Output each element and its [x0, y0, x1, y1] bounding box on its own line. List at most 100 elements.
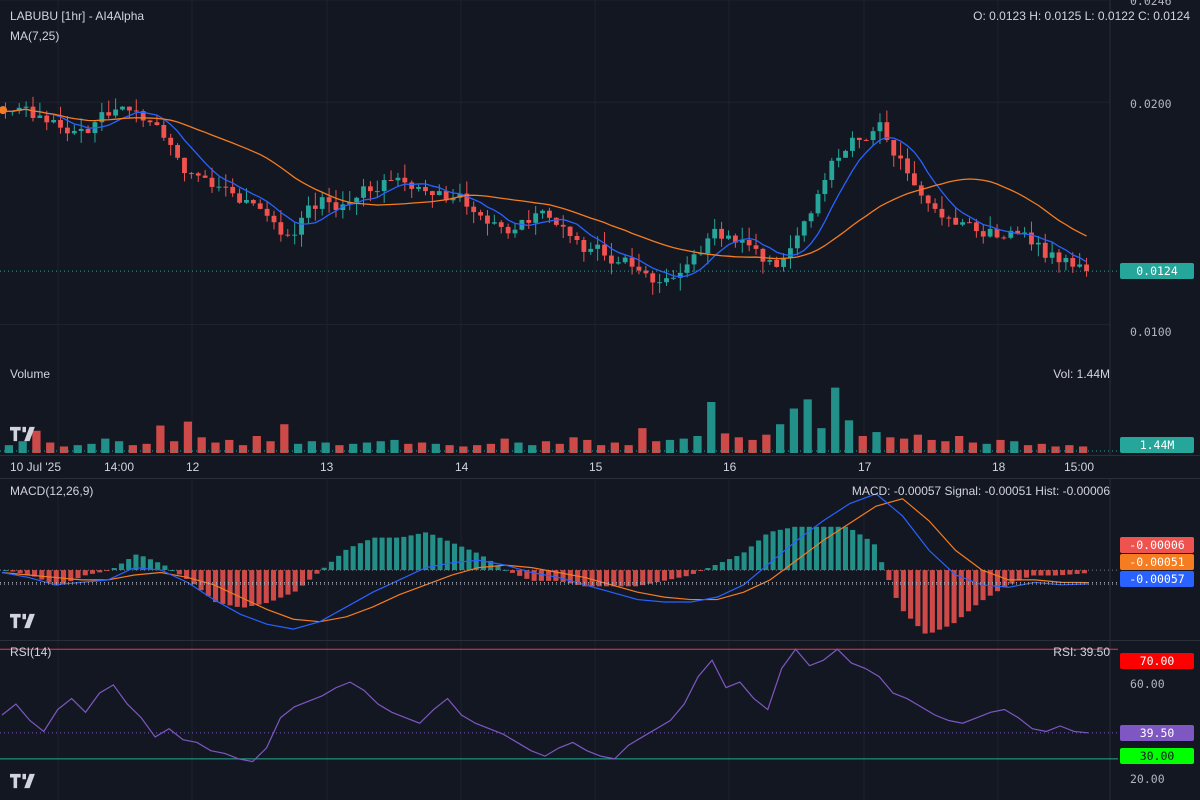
candle-body	[464, 193, 470, 207]
candle-body	[953, 217, 959, 225]
candle-body	[1056, 252, 1062, 263]
rsi-30-tag: 30.00	[1120, 748, 1194, 764]
macd-hist-bar	[89, 570, 96, 574]
candle-body	[1015, 230, 1021, 234]
candle-body	[712, 228, 718, 239]
volume-bar	[803, 399, 812, 453]
candle-body	[30, 106, 36, 118]
macd-hist-bar	[1081, 570, 1087, 574]
candle-body	[106, 112, 112, 116]
candle-body	[560, 224, 566, 227]
macd-hist-bar	[343, 549, 349, 571]
macd-hist-bar	[813, 526, 820, 571]
macd-label[interactable]: MACD(12,26,9)	[10, 484, 94, 498]
candle-body	[257, 203, 263, 209]
macd-hist-bar	[973, 570, 979, 606]
macd-hist-bar	[966, 570, 972, 612]
candle-body	[1084, 264, 1089, 272]
time-tick: 15	[589, 460, 603, 474]
candle-body	[794, 235, 800, 249]
candle-body	[354, 197, 360, 203]
volume-bar	[280, 424, 289, 453]
macd-hist-bar	[661, 570, 667, 581]
candle-body	[140, 111, 146, 121]
candle-body	[691, 254, 697, 265]
candle-body	[182, 157, 187, 174]
candle-body	[602, 244, 607, 256]
last-price-tag: 0.0124	[1120, 263, 1194, 280]
macd-hist-bar	[850, 529, 856, 571]
macd-hist-bar	[589, 570, 595, 587]
rsi-pane[interactable]: RSI(14) RSI: 39.50 70.00 60.00 39.50 30.…	[0, 641, 1200, 800]
macd-hist-bar	[184, 570, 190, 579]
volume-bar	[238, 445, 248, 453]
rsi-readout: RSI: 39.50	[1053, 645, 1110, 659]
rsi-chart[interactable]	[0, 641, 1200, 800]
macd-hist-bar	[140, 556, 146, 571]
candle-body	[946, 217, 952, 219]
macd-hist-bar	[220, 570, 226, 604]
candle-body	[195, 173, 201, 176]
macd-hist-bar	[480, 556, 486, 571]
macd-hist-bar	[1009, 570, 1015, 584]
volume-bar	[1037, 443, 1046, 453]
candle-body	[388, 180, 394, 181]
candle-body	[23, 106, 29, 108]
time-axis[interactable]: 10 Jul '25 14:00 12 13 14 15 16 17 18 15…	[0, 455, 1200, 479]
macd-chart[interactable]	[0, 478, 1200, 640]
volume-chart[interactable]	[0, 355, 1200, 455]
macd-hist-bar	[408, 535, 414, 571]
candle-body	[574, 235, 580, 240]
candle-body	[960, 222, 966, 225]
candle-body	[1042, 242, 1048, 258]
candle-body	[161, 124, 167, 138]
ma-indicator-label[interactable]: MA(7,25)	[10, 29, 60, 43]
macd-hist-bar	[864, 538, 870, 571]
rsi-label[interactable]: RSI(14)	[10, 645, 52, 659]
candle-body	[815, 194, 821, 214]
macd-hist-bar	[553, 570, 559, 581]
macd-hist-bar	[828, 526, 834, 571]
macd-hist-bar	[1038, 570, 1044, 576]
macd-hist-bar	[3, 570, 9, 572]
candle-body	[154, 122, 160, 125]
price-chart[interactable]	[0, 0, 1200, 355]
rsi-line	[1, 648, 1089, 763]
volume-pane[interactable]: Volume Vol: 1.44M 1.44M	[0, 355, 1200, 455]
macd-hist-bar	[321, 567, 327, 571]
candle-body	[753, 245, 759, 249]
macd-hist-bar	[24, 570, 30, 575]
macd-signal-tag: -0.00051	[1120, 554, 1194, 570]
volume-bar	[775, 424, 785, 453]
volume-bar	[445, 445, 454, 453]
volume-bar	[528, 445, 537, 453]
tradingview-logo-icon	[10, 613, 35, 629]
volume-tag: 1.44M	[1120, 437, 1194, 453]
candle-body	[436, 191, 442, 196]
candle-body	[967, 222, 972, 224]
candle-body	[781, 257, 786, 267]
candle-body	[285, 234, 291, 236]
candle-body	[898, 155, 904, 159]
price-pane[interactable]: LABUBU [1hr] - AI4Alpha MA(7,25) O: 0.01…	[0, 0, 1200, 355]
macd-hist-bar	[785, 528, 791, 571]
candle-body	[939, 208, 945, 218]
candle-body	[657, 282, 663, 284]
volume-bar	[500, 438, 509, 453]
macd-hist-bar	[365, 540, 371, 571]
volume-bar	[638, 428, 647, 453]
candle-body	[932, 203, 938, 209]
macd-hist-bar	[604, 570, 610, 587]
volume-readout: Vol: 1.44M	[1053, 367, 1110, 381]
macd-pane[interactable]: MACD(12,26,9) MACD: -0.00057 Signal: -0.…	[0, 478, 1200, 641]
rsi-tick-20: 20.00	[1130, 772, 1165, 786]
macd-hist-bar	[951, 570, 957, 624]
macd-hist-bar	[350, 546, 356, 571]
volume-bar	[652, 441, 661, 453]
macd-hist-bar	[531, 570, 537, 581]
macd-hist-bar	[937, 570, 943, 630]
volume-bar	[886, 437, 895, 453]
candle-body	[168, 137, 174, 145]
macd-hist-bar	[922, 570, 928, 634]
candle-body	[78, 128, 84, 131]
